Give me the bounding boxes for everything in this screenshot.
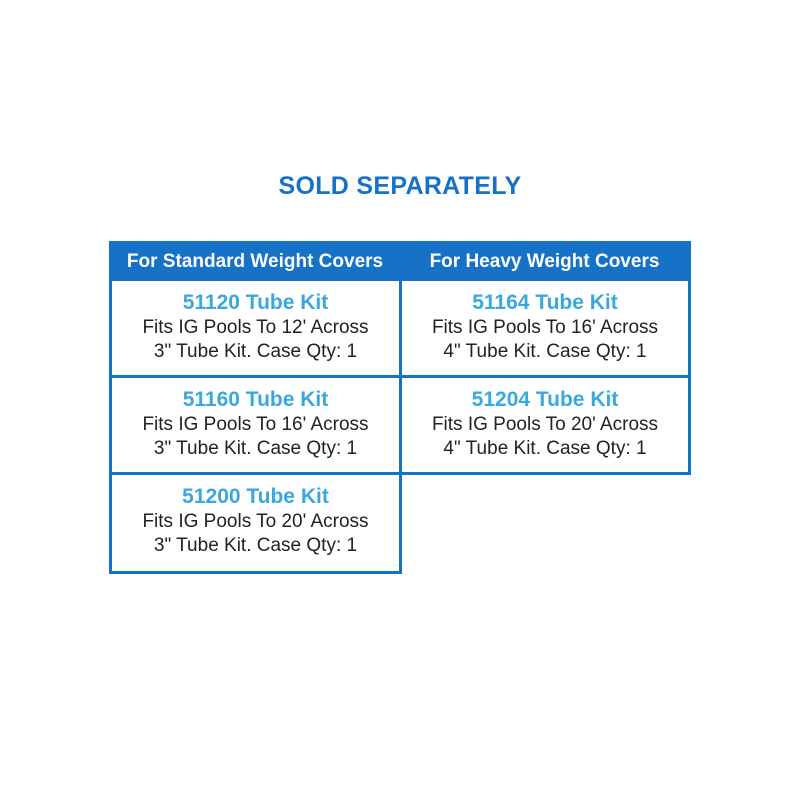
kit-fit: Fits IG Pools To 16' Across (142, 414, 369, 435)
kit-fit: Fits IG Pools To 12' Across (142, 317, 369, 338)
column-header-standard: For Standard Weight Covers (109, 241, 401, 280)
kit-name: 51200 Tube Kit (182, 485, 329, 508)
kit-name: 51120 Tube Kit (182, 291, 329, 314)
page-title: SOLD SEPARATELY (278, 172, 522, 200)
kit-cell: 51120 Tube Kit Fits IG Pools To 12' Acro… (109, 278, 402, 378)
kit-cell: 51160 Tube Kit Fits IG Pools To 16' Acro… (109, 375, 402, 475)
kit-fit: Fits IG Pools To 20' Across (142, 511, 369, 532)
kit-fit: Fits IG Pools To 16' Across (431, 317, 659, 338)
kit-cell: 51204 Tube Kit Fits IG Pools To 20' Acro… (399, 375, 691, 475)
kit-detail: 3" Tube Kit. Case Qty: 1 (153, 438, 358, 459)
kit-name: 51164 Tube Kit (472, 291, 618, 314)
kit-fit: Fits IG Pools To 20' Across (431, 414, 659, 435)
kit-name: 51204 Tube Kit (471, 388, 619, 411)
kit-detail: 3" Tube Kit. Case Qty: 1 (153, 341, 358, 362)
kit-cell: 51164 Tube Kit Fits IG Pools To 16' Acro… (399, 278, 691, 378)
kit-detail: 4" Tube Kit. Case Qty: 1 (443, 341, 647, 362)
kit-detail: 4" Tube Kit. Case Qty: 1 (443, 438, 647, 459)
kit-detail: 3" Tube Kit. Case Qty: 1 (153, 535, 358, 556)
kit-name: 51160 Tube Kit (182, 388, 329, 411)
kit-cell: 51200 Tube Kit Fits IG Pools To 20' Acro… (109, 472, 402, 574)
column-header-heavy: For Heavy Weight Covers (398, 241, 691, 280)
